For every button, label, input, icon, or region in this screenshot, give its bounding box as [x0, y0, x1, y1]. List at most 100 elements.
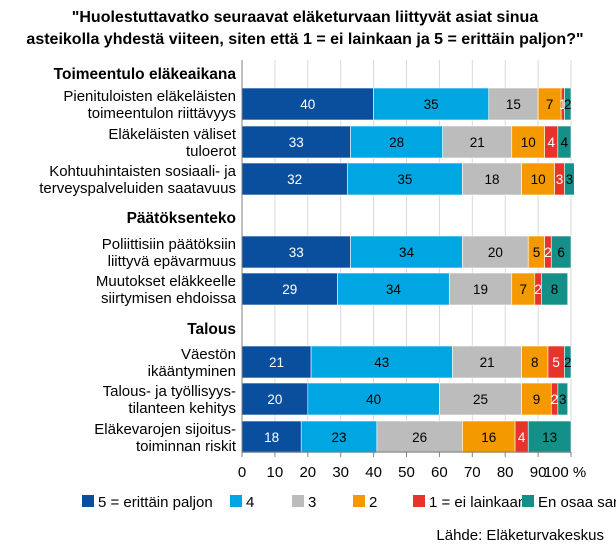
category-label-line: Eläkeläisten väliset [108, 126, 236, 143]
bar-segment [442, 125, 513, 159]
data-label: 2 [534, 282, 542, 297]
legend-swatch [292, 495, 304, 507]
bar-segment [241, 382, 309, 416]
bar-segment [448, 272, 513, 306]
group-heading: Päätöksenteko [127, 210, 236, 227]
bar-segment [511, 125, 545, 159]
source-note: Lähde: Eläketurvakeskus [436, 527, 604, 544]
data-label: 20 [488, 245, 503, 260]
data-label: 5 [552, 355, 560, 370]
data-label: 35 [424, 97, 439, 112]
bar-segment [241, 345, 312, 379]
category-label-line: toiminnan riskit [136, 438, 237, 455]
category-label: Pienituloisten eläkeläisten toimeentulon … [63, 88, 236, 122]
legend-swatch [522, 495, 534, 507]
legend-label: 3 [308, 494, 316, 511]
data-label: 9 [533, 392, 541, 407]
category-label-line: tilanteen kehitys [128, 400, 236, 417]
data-label: 8 [531, 355, 539, 370]
category-label-line: siirtymisen ehdoissa [101, 290, 237, 307]
data-label: 3 [566, 172, 574, 187]
data-label: 10 [531, 172, 546, 187]
bar-segment [521, 162, 555, 196]
bar-segment [241, 162, 348, 196]
category-label-line: toimeentulon riittävyys [88, 105, 236, 122]
bar-segment [557, 125, 572, 159]
bar-segment [241, 87, 374, 121]
category-label-line: Talous- ja työllisyys- [103, 383, 236, 400]
bar-segment [452, 345, 522, 379]
data-label: 34 [399, 245, 415, 260]
data-label: 3 [556, 172, 564, 187]
bar-segment [439, 382, 522, 416]
data-label: 6 [557, 245, 565, 260]
data-label: 21 [470, 135, 485, 150]
data-label: 5 [533, 245, 541, 260]
bar-segment [241, 272, 338, 306]
data-label: 21 [480, 355, 495, 370]
bar-segment [564, 162, 575, 196]
x-tick-label: 40 [365, 464, 382, 481]
x-tick-label: 0 [238, 464, 246, 481]
category-label: Kohtuuhintaisten sosiaali- ja terveyspalv… [39, 163, 236, 197]
data-label: 26 [412, 430, 427, 445]
data-label: 2 [564, 97, 572, 112]
category-label: Poliittisiin päätöksiin liittyvä epävarmu… [102, 236, 236, 270]
data-label: 18 [264, 430, 279, 445]
data-label: 4 [548, 135, 556, 150]
x-tick-label: 80 [497, 464, 514, 481]
data-label: 29 [282, 282, 297, 297]
data-label: 35 [397, 172, 412, 187]
bar-segment [564, 345, 572, 379]
data-label: 34 [386, 282, 402, 297]
bar-segment [564, 87, 572, 121]
x-tick-label: 90 [530, 464, 547, 481]
data-label: 33 [289, 245, 304, 260]
category-label-line: Pienituloisten eläkeläisten [63, 88, 236, 105]
data-label: 2 [551, 392, 559, 407]
data-label: 21 [269, 355, 284, 370]
data-label: 25 [473, 392, 488, 407]
x-tick-label: 100 % [544, 464, 587, 481]
legend-label: 5 = erittäin paljon [98, 494, 213, 511]
legend-swatch [413, 495, 425, 507]
category-label-line: Muutokset eläkkeelle [96, 273, 236, 290]
legend-swatch [230, 495, 242, 507]
category-label: Eläkevarojen sijoitus-toiminnan riskit [94, 421, 237, 455]
category-label-line: Väestön [181, 346, 236, 363]
x-tick-label: 20 [299, 464, 316, 481]
category-label: Eläkeläisten väliset tuloerot [108, 126, 236, 160]
data-label: 3 [559, 392, 567, 407]
category-label-line: Poliittisiin päätöksiin [102, 236, 236, 253]
legend-swatch [353, 495, 365, 507]
bar-segment [300, 420, 378, 454]
data-label: 2 [564, 355, 572, 370]
bar-segment [373, 87, 490, 121]
data-label: 7 [520, 282, 528, 297]
data-label: 40 [300, 97, 315, 112]
bar-segment [541, 272, 569, 306]
data-label: 4 [561, 135, 569, 150]
data-label: 20 [267, 392, 282, 407]
bar-segment [310, 345, 453, 379]
bar-segment [350, 125, 443, 159]
x-tick-label: 70 [464, 464, 481, 481]
bar-segment [462, 420, 516, 454]
legend-label: 1 = ei lainkaan [429, 494, 526, 511]
group-heading: Talous [187, 321, 236, 338]
category-label-line: Eläkevarojen sijoitus- [94, 421, 236, 438]
data-label: 33 [289, 135, 304, 150]
category-label-line: liittyvä epävarmuus [108, 253, 236, 270]
group-heading: Toimeentulo eläkeaikana [54, 66, 237, 83]
category-label-line: terveyspalveluiden saatavuus [39, 180, 236, 197]
chart-title-line-1: "Huolestuttavatko seuraavat eläketurvaan… [72, 9, 539, 26]
data-label: 7 [546, 97, 554, 112]
x-tick-label: 60 [431, 464, 448, 481]
category-label-line: Kohtuuhintaisten sosiaali- ja [49, 163, 236, 180]
data-label: 10 [521, 135, 536, 150]
bar-segment [550, 235, 572, 269]
data-label: 28 [389, 135, 404, 150]
x-tick-label: 30 [332, 464, 349, 481]
data-label: 32 [287, 172, 302, 187]
